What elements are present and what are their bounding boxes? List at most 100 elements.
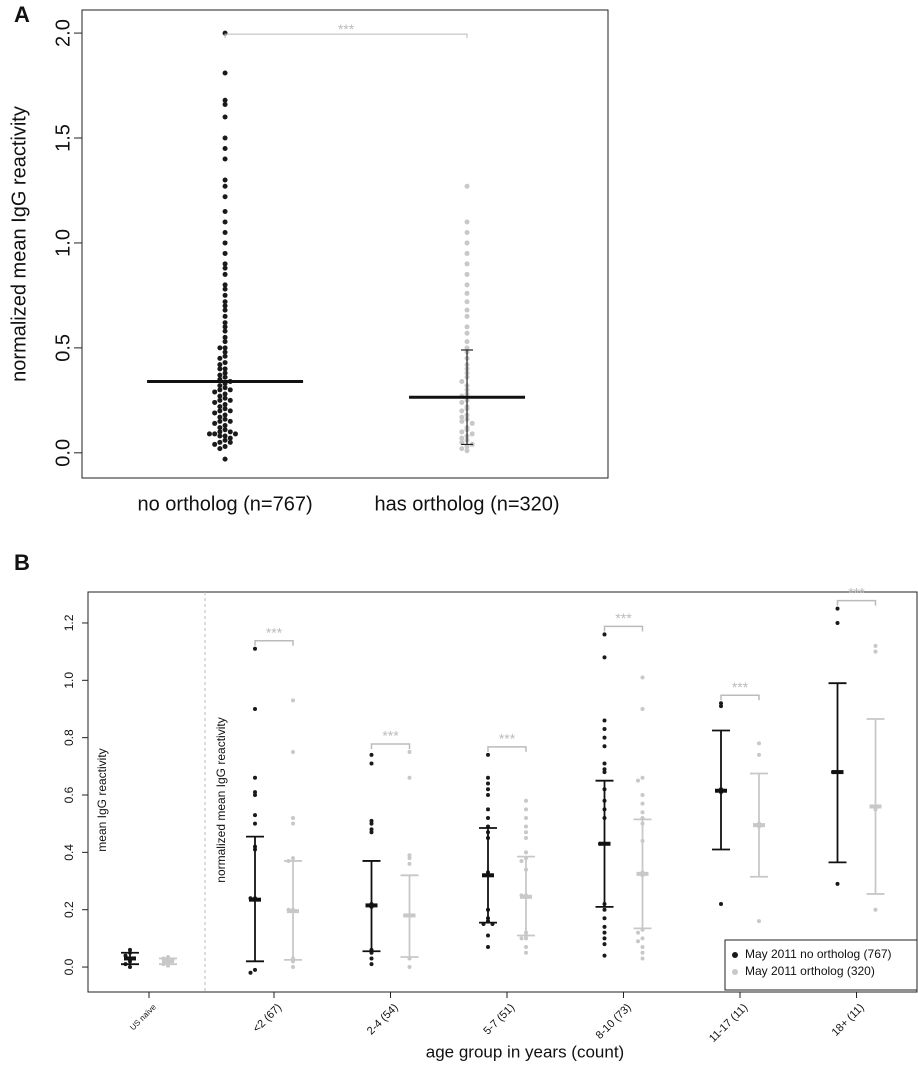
dot xyxy=(640,936,645,941)
dot xyxy=(291,965,295,970)
significance-bracket xyxy=(836,599,877,606)
y-tick-label: 0.0 xyxy=(62,958,76,975)
dot xyxy=(222,334,228,340)
x-category-label: no ortholog (n=767) xyxy=(138,493,313,515)
dot xyxy=(464,250,470,256)
dot xyxy=(602,942,607,947)
significance-bracket xyxy=(370,743,411,749)
dot xyxy=(222,307,228,313)
dot xyxy=(222,313,228,319)
dot xyxy=(222,208,228,214)
legend-swatch xyxy=(732,969,738,975)
y-tick-label: 1.2 xyxy=(62,614,76,631)
dot xyxy=(640,775,645,780)
dot xyxy=(486,815,490,820)
dot xyxy=(222,370,228,376)
dot xyxy=(222,402,228,408)
dot xyxy=(369,761,374,766)
y-tick-label: 1.0 xyxy=(52,229,74,257)
y-tick-label: 0.0 xyxy=(52,439,74,467)
dot xyxy=(291,698,295,703)
dot xyxy=(464,444,470,450)
dot xyxy=(212,399,218,405)
dot xyxy=(835,881,840,886)
dot xyxy=(602,632,607,637)
panel-label: A xyxy=(14,2,30,27)
dot xyxy=(222,271,228,277)
y-axis-label: normalized mean IgG reactivity xyxy=(8,106,30,382)
dot xyxy=(524,830,528,835)
dot xyxy=(253,821,257,826)
dot xyxy=(407,775,412,780)
dot xyxy=(640,675,645,680)
dot xyxy=(757,741,761,746)
dot xyxy=(464,261,470,267)
dot xyxy=(222,339,228,345)
significance-label: *** xyxy=(338,21,355,37)
dot xyxy=(222,437,228,443)
dot xyxy=(636,778,640,783)
dot xyxy=(222,114,228,120)
dot xyxy=(464,313,470,319)
dot xyxy=(217,414,223,420)
significance-bracket xyxy=(720,694,760,701)
dot xyxy=(222,146,228,152)
plot-frame xyxy=(81,9,609,479)
dot xyxy=(459,435,465,441)
dot xyxy=(602,761,607,766)
dot xyxy=(524,815,528,820)
dot xyxy=(524,836,528,841)
dot xyxy=(128,947,132,952)
dot xyxy=(253,706,257,711)
x-axis-label: age group in years (count) xyxy=(426,1042,624,1061)
dot xyxy=(464,448,470,454)
dot xyxy=(217,393,223,399)
dot xyxy=(217,372,223,378)
significance-bracket xyxy=(603,625,644,632)
dot xyxy=(222,156,228,162)
dot xyxy=(602,907,607,912)
dot xyxy=(217,446,223,452)
dot xyxy=(486,752,490,757)
significance-bracket xyxy=(487,746,527,752)
dot xyxy=(369,818,374,823)
dot xyxy=(519,858,524,863)
dot xyxy=(222,433,228,439)
dot xyxy=(486,781,490,786)
dot xyxy=(757,919,761,924)
dot xyxy=(222,353,228,359)
dot xyxy=(719,901,723,906)
dot xyxy=(407,853,412,858)
dot xyxy=(464,339,470,345)
x-tick-label: 8-10 (73) xyxy=(594,1002,634,1042)
dot xyxy=(222,265,228,271)
significance-bracket xyxy=(224,33,468,39)
dot xyxy=(407,856,412,861)
dot xyxy=(459,399,465,405)
dot xyxy=(217,418,223,424)
dot xyxy=(291,750,295,754)
dot xyxy=(636,930,640,935)
dot xyxy=(222,328,228,334)
dot xyxy=(253,790,257,795)
dot xyxy=(459,414,465,420)
dot xyxy=(602,735,607,740)
dot xyxy=(602,916,607,921)
dot xyxy=(217,429,223,435)
dot xyxy=(227,439,233,445)
dot xyxy=(222,194,228,200)
dot xyxy=(222,349,228,355)
dot xyxy=(486,775,490,780)
significance-label: *** xyxy=(848,584,865,600)
dot xyxy=(369,830,374,835)
dot xyxy=(602,953,607,958)
dot xyxy=(217,355,223,361)
dot xyxy=(407,750,412,754)
panel-label: B xyxy=(14,550,30,575)
significance-label: *** xyxy=(732,679,749,695)
dot xyxy=(222,286,228,292)
plot-frame xyxy=(87,591,918,993)
dot xyxy=(222,416,228,422)
dot xyxy=(369,962,374,967)
